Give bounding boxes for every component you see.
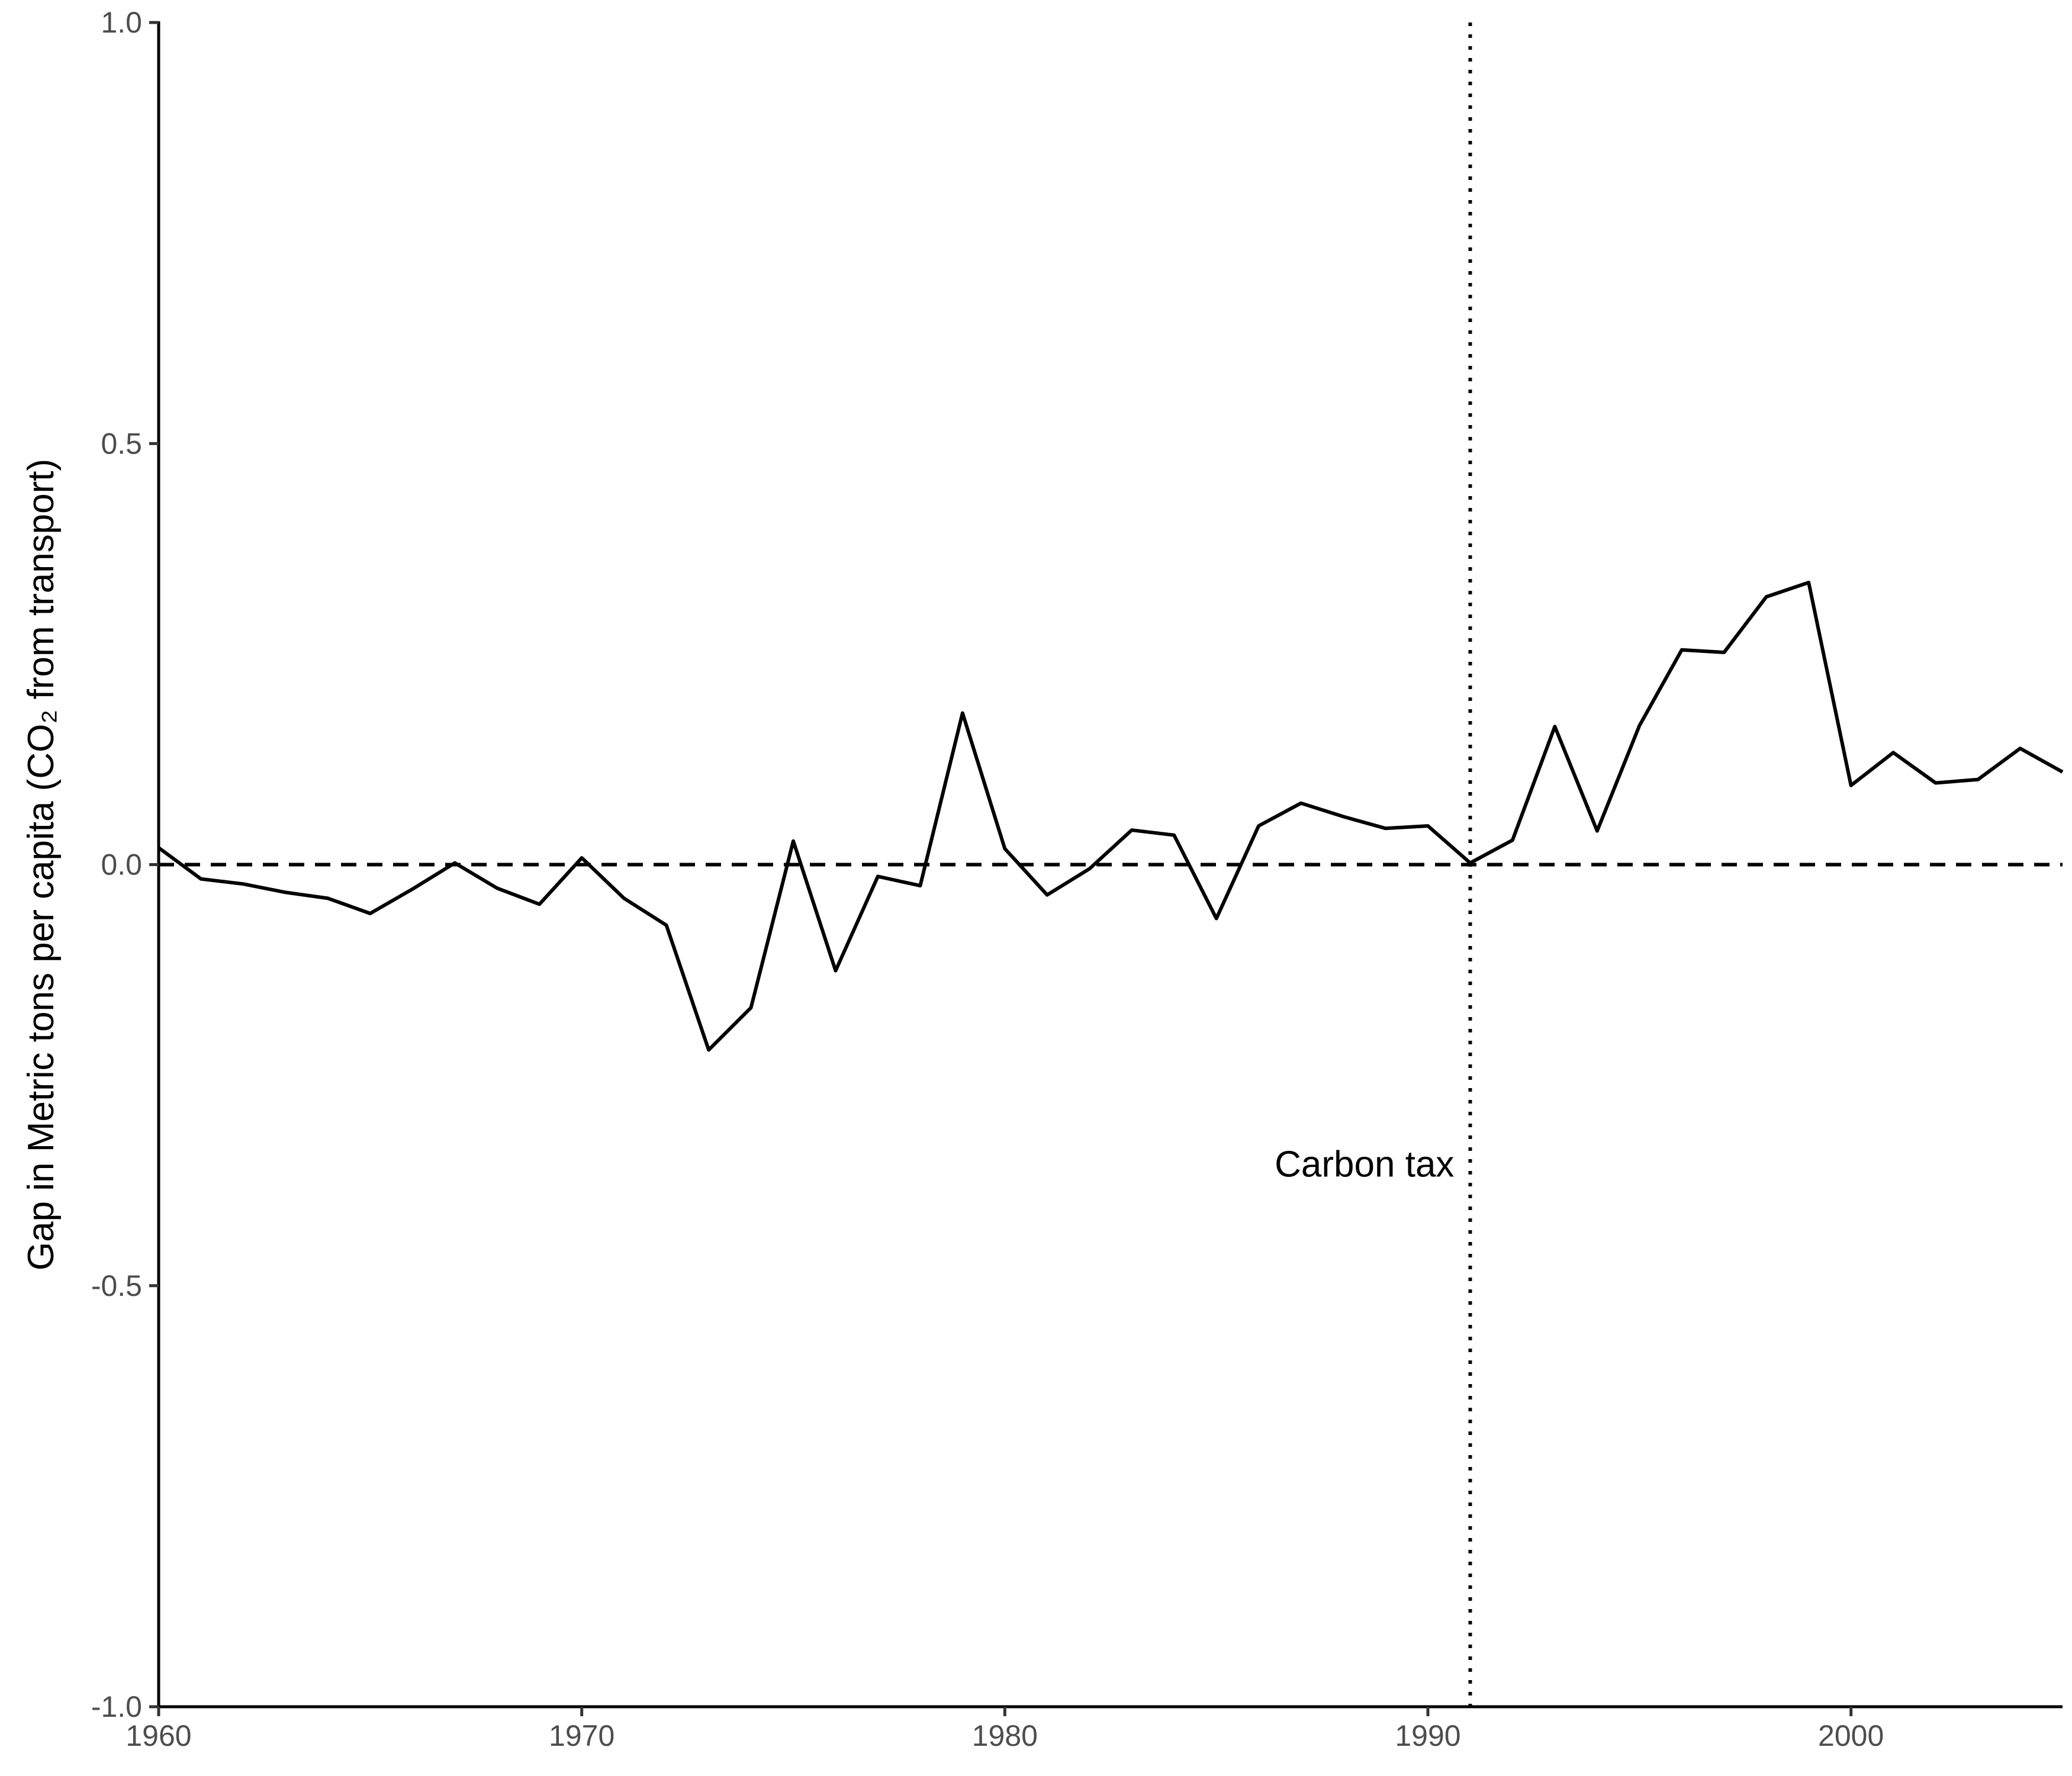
y-tick-label: 0.0 <box>101 848 142 881</box>
x-tick-label: 1960 <box>126 1719 191 1752</box>
x-tick-label: 1970 <box>549 1719 614 1752</box>
y-tick-label: 0.5 <box>101 427 142 460</box>
x-tick-label: 1990 <box>1395 1719 1460 1752</box>
x-tick-label: 1980 <box>972 1719 1038 1752</box>
y-axis-title: Gap in Metric tons per capita (CO₂ from … <box>21 459 62 1270</box>
y-tick-label: -1.0 <box>91 1690 142 1723</box>
series-layer <box>159 583 2063 1050</box>
y-tick-label: -0.5 <box>91 1269 142 1302</box>
series-line-0 <box>159 583 2063 1050</box>
y-tick-label: 1.0 <box>101 6 142 39</box>
x-tick-label: 2000 <box>1818 1719 1884 1752</box>
carbon-tax-annotation: Carbon tax <box>1275 1144 1454 1185</box>
axes: -1.0 -0.5 0.0 0.5 1.0 1960 1970 1980 1990 2000 <box>91 6 2063 1752</box>
reference-lines <box>159 22 2063 1707</box>
